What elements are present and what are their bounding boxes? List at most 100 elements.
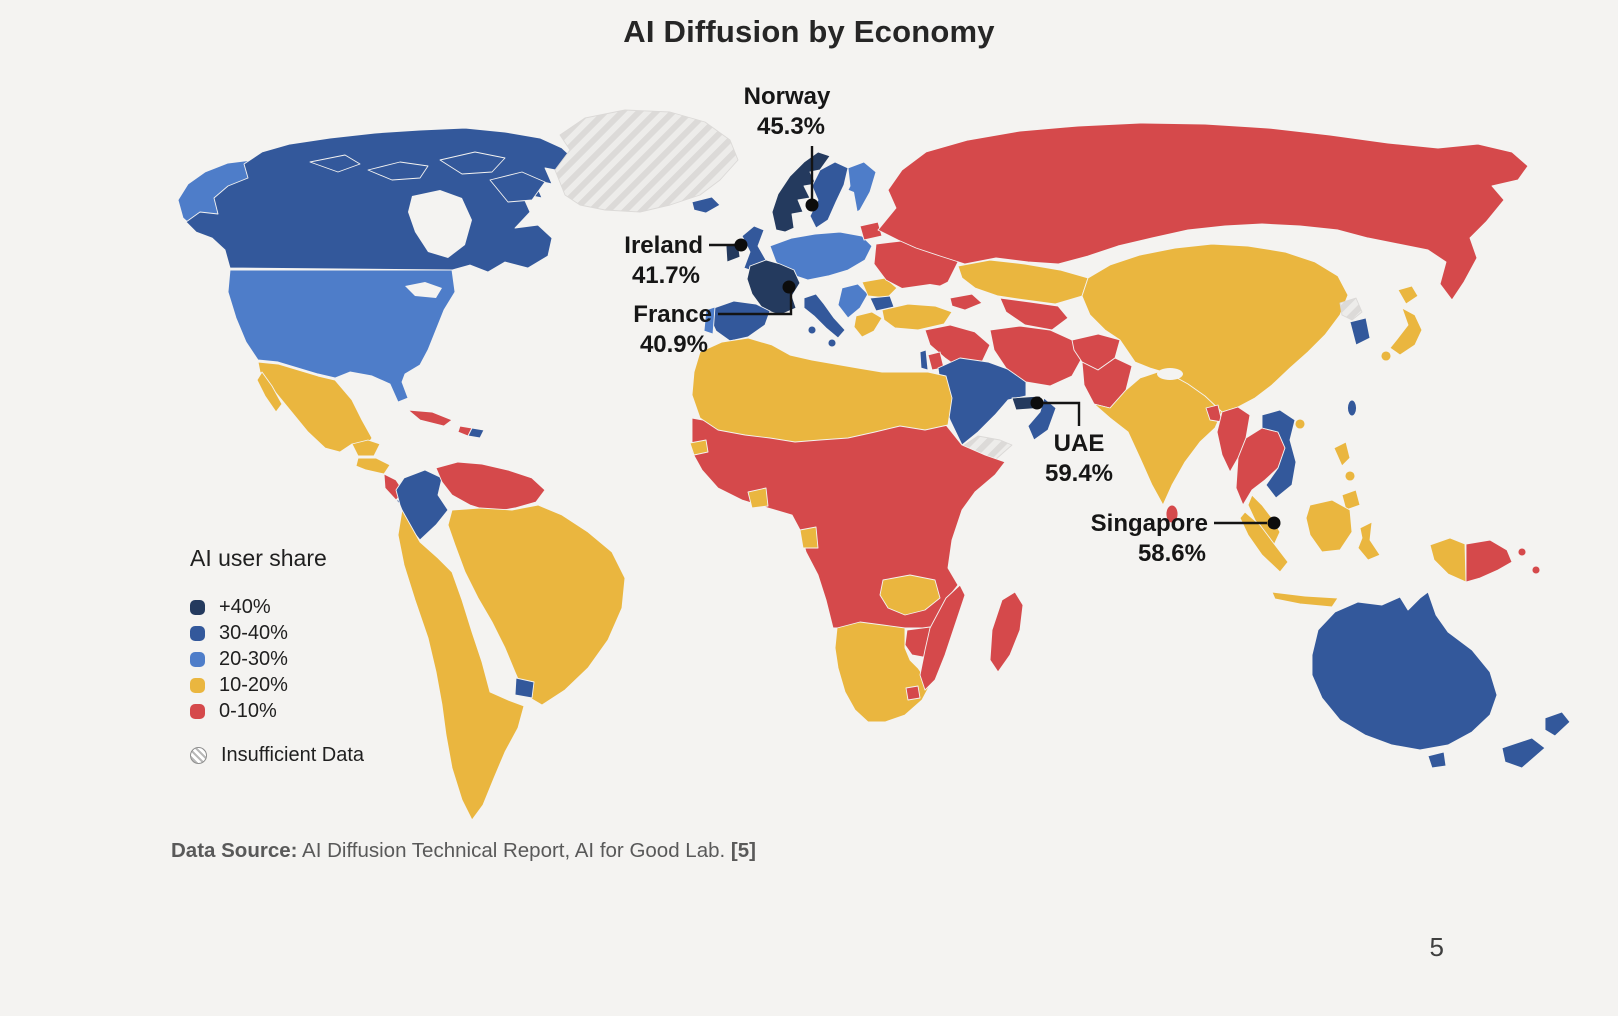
- data-source-prefix: Data Source:: [171, 839, 298, 862]
- region-saudi-arabia: [937, 357, 1027, 446]
- region-china-mongolia: [1081, 243, 1349, 413]
- region-kazakhstan: [957, 259, 1089, 305]
- region-baltics: [859, 221, 883, 241]
- annotation-singapore-value: 58.6%: [1138, 540, 1206, 567]
- region-oman: [1027, 397, 1057, 441]
- legend-item-40plus: +40%: [190, 594, 430, 620]
- region-usa: [227, 269, 456, 403]
- legend-item-30-40: 30-40%: [190, 620, 430, 646]
- page-number: 5: [1429, 932, 1444, 962]
- region-southern-africa: [834, 621, 931, 723]
- region-spain: [709, 300, 771, 342]
- nepal-gap: [1157, 368, 1183, 380]
- legend-swatch-0-10: [190, 703, 205, 719]
- region-turkey: [881, 303, 953, 331]
- region-north-korea: [1339, 297, 1363, 321]
- region-italy: [803, 293, 846, 339]
- legend-swatch-40plus: [190, 599, 205, 615]
- annotation-ireland-value: 41.7%: [632, 262, 700, 289]
- region-philippines-visayas: [1344, 470, 1356, 482]
- hudson-bay-water: [408, 190, 472, 258]
- annotation-uae-leader: [1043, 401, 1081, 426]
- region-india: [1093, 371, 1223, 506]
- region-iran: [989, 325, 1083, 387]
- annotation-uae-value: 59.4%: [1045, 460, 1113, 487]
- region-new-zealand-north: [1544, 711, 1571, 737]
- region-yucatan: [351, 439, 381, 457]
- region-gabon: [799, 526, 819, 549]
- annotation-uae-name: UAE: [1054, 430, 1105, 457]
- region-taiwan: [1347, 399, 1357, 417]
- region-philippines-mindanao: [1341, 489, 1361, 511]
- region-iceland: [691, 196, 721, 214]
- region-peru-bolivia-argentina-chile: [397, 509, 525, 821]
- region-portugal: [703, 306, 716, 335]
- region-hainan: [1294, 418, 1306, 430]
- region-sardinia: [807, 325, 817, 335]
- region-west-papua: [1429, 537, 1467, 583]
- annotation-singapore-dot: [1267, 516, 1281, 530]
- region-sri-lanka: [1165, 504, 1179, 524]
- legend-label-0-10: 0-10%: [219, 699, 277, 722]
- region-south-korea: [1349, 317, 1371, 346]
- region-greenland: [554, 109, 739, 213]
- region-greece: [853, 311, 883, 338]
- region-new-zealand-south: [1501, 737, 1546, 769]
- region-uruguay: [514, 677, 535, 699]
- baltic-sea-water: [840, 188, 858, 232]
- region-france: [746, 259, 801, 316]
- region-canada-arctic: [367, 161, 429, 181]
- region-png-island: [1531, 565, 1541, 575]
- legend-swatch-10-20: [190, 677, 205, 693]
- region-vietnam: [1261, 409, 1297, 499]
- region-guatemala-honduras: [355, 457, 391, 475]
- annotation-france: France 40.9%: [633, 280, 796, 358]
- legend-label-40plus: +40%: [219, 595, 271, 618]
- annotation-france-name: France: [633, 301, 712, 328]
- region-madagascar: [989, 591, 1024, 673]
- region-japan-kyushu: [1380, 350, 1392, 362]
- annotation-france-value: 40.9%: [640, 331, 708, 358]
- region-romania: [861, 277, 898, 299]
- legend-label-insufficient: Insufficient Data: [221, 743, 365, 766]
- region-java: [1271, 591, 1339, 608]
- region-japan-hokkaido: [1397, 285, 1419, 305]
- region-japan-honshu: [1389, 307, 1423, 356]
- great-lakes-water: [405, 282, 442, 298]
- black-sea-water: [902, 284, 962, 305]
- region-venezuela-guianas: [435, 461, 546, 513]
- legend-label-30-40: 30-40%: [219, 621, 288, 644]
- legend-label-10-20: 10-20%: [219, 673, 288, 696]
- annotation-france-dot: [782, 280, 796, 294]
- region-borneo: [1305, 499, 1353, 553]
- map-regions: [177, 109, 1571, 821]
- annotation-ireland-name: Ireland: [624, 232, 703, 259]
- legend-item-20-30: 20-30%: [190, 646, 430, 672]
- annotation-uae-dot: [1030, 396, 1044, 410]
- annotation-norway-dot: [805, 198, 819, 212]
- region-cuba: [407, 409, 453, 427]
- region-sulawesi: [1357, 521, 1381, 561]
- data-source-ref: [5]: [730, 839, 756, 862]
- region-zambia: [879, 574, 941, 616]
- page-title: AI Diffusion by Economy: [623, 14, 995, 49]
- map-legend: AI user share +40% 30-40% 20-30% 10-20% …: [190, 545, 430, 768]
- annotation-uae: UAE 59.4%: [1030, 396, 1113, 487]
- annotation-norway: Norway 45.3%: [744, 83, 831, 212]
- annotation-ireland-dot: [734, 238, 748, 252]
- legend-item-insufficient: Insufficient Data: [190, 742, 430, 768]
- region-baja-california: [256, 371, 283, 413]
- region-senegal: [689, 439, 709, 456]
- region-israel: [919, 349, 929, 371]
- annotation-singapore-name: Singapore: [1091, 510, 1208, 537]
- region-north-africa: [691, 337, 953, 443]
- region-philippines-luzon: [1333, 441, 1351, 467]
- region-sicily: [827, 338, 837, 348]
- region-cote-divoire: [747, 487, 769, 509]
- legend-swatch-20-30: [190, 651, 205, 667]
- legend-title: AI user share: [190, 545, 327, 571]
- region-dominican-republic: [467, 427, 485, 439]
- region-canada-arctic: [309, 154, 361, 173]
- data-source-line: Data Source: AI Diffusion Technical Repo…: [171, 839, 756, 863]
